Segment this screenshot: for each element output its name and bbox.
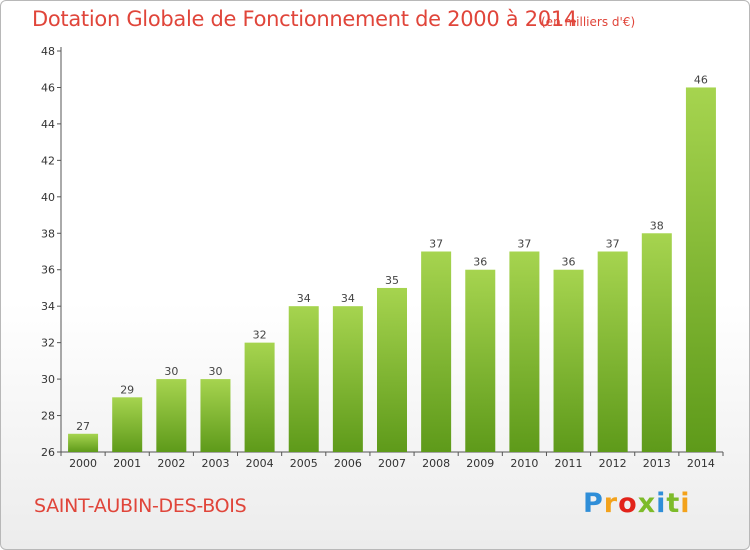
y-tick-label: 28 (41, 410, 55, 423)
data-label: 37 (606, 238, 620, 251)
y-tick-label: 46 (41, 81, 55, 94)
data-label: 36 (473, 256, 487, 269)
chart-unit-note: (en milliers d'€) (541, 15, 636, 29)
x-tick-label: 2001 (113, 457, 141, 470)
data-label: 37 (517, 238, 531, 251)
bar (597, 251, 628, 452)
bar (553, 269, 584, 452)
y-tick-label: 26 (41, 446, 55, 459)
bar (509, 251, 540, 452)
chart-axes: 26 28 30 32 34 36 38 40 42 44 46 48 (41, 45, 724, 459)
logo-letter: t (666, 488, 681, 519)
x-tick-label: 2013 (643, 457, 671, 470)
data-label: 32 (253, 329, 267, 342)
x-tick-label: 2011 (555, 457, 583, 470)
bar (332, 306, 363, 452)
bar (112, 397, 143, 452)
data-label: 29 (120, 383, 134, 396)
y-tick-label: 34 (41, 300, 55, 313)
logo-letter: i (656, 488, 667, 519)
logo-letter: o (618, 488, 638, 519)
y-tick-label: 48 (41, 45, 55, 58)
y-tick-label: 36 (41, 264, 55, 277)
x-tick-label: 2005 (290, 457, 318, 470)
bar (377, 287, 407, 452)
x-tick-label: 2012 (599, 457, 627, 470)
logo-letter: i (680, 488, 691, 519)
x-tick-label: 2008 (422, 457, 450, 470)
data-label: 37 (429, 238, 443, 251)
x-tick-label: 2002 (157, 457, 185, 470)
chart-bars (68, 87, 716, 453)
y-tick-label: 30 (41, 373, 55, 386)
bar (68, 433, 99, 452)
bar (288, 306, 319, 452)
commune-name: SAINT-AUBIN-DES-BOIS (34, 495, 247, 517)
data-label: 27 (76, 420, 90, 433)
logo-letter: P (583, 488, 604, 519)
bar (200, 379, 231, 452)
bar (421, 251, 452, 452)
data-label: 36 (562, 256, 576, 269)
proxiti-logo[interactable]: Proxiti (583, 488, 691, 519)
y-tick-label: 44 (41, 118, 55, 131)
data-label: 34 (341, 292, 355, 305)
x-tick-label: 2014 (687, 457, 715, 470)
x-tick-label: 2010 (510, 457, 538, 470)
logo-letter: r (603, 488, 619, 519)
bar (641, 233, 672, 452)
data-label: 34 (297, 292, 311, 305)
x-tick-label: 2009 (466, 457, 494, 470)
data-label: 35 (385, 274, 399, 287)
x-tick-label: 2003 (201, 457, 229, 470)
x-tick-label: 2007 (378, 457, 406, 470)
data-label: 46 (694, 73, 708, 86)
bar (465, 269, 496, 452)
data-label: 38 (650, 219, 664, 232)
data-label: 30 (208, 365, 222, 378)
y-tick-label: 42 (41, 154, 55, 167)
chart-title: Dotation Globale de Fonctionnement de 20… (32, 7, 577, 31)
logo-letter: x (637, 488, 657, 519)
chart-labels: 2000 27 2001 29 2002 30 2003 30 2004 32 2005 34 2006… (69, 73, 715, 470)
bar (685, 87, 716, 453)
bar (156, 379, 187, 452)
x-tick-label: 2006 (334, 457, 362, 470)
data-label: 30 (164, 365, 178, 378)
bar (244, 342, 275, 452)
y-tick-label: 32 (41, 337, 55, 350)
x-tick-label: 2000 (69, 457, 97, 470)
x-tick-label: 2004 (246, 457, 274, 470)
y-tick-label: 40 (41, 191, 55, 204)
y-tick-label: 38 (41, 227, 55, 240)
